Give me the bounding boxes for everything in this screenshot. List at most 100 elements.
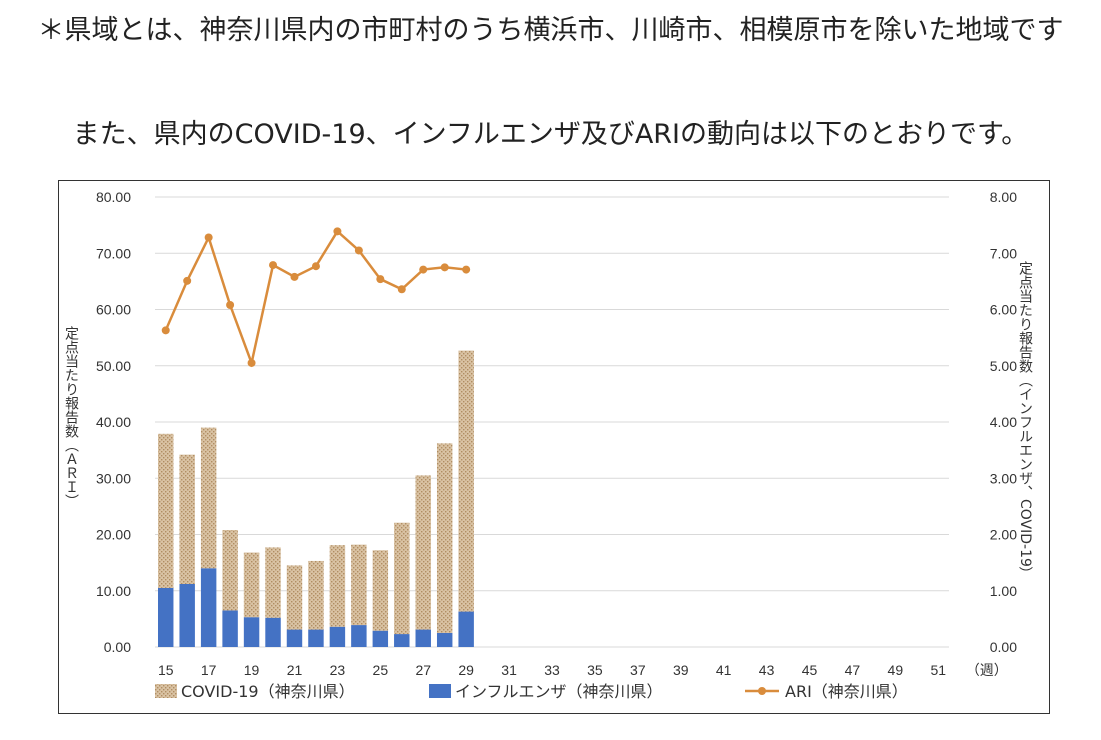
flu-bar	[265, 617, 281, 647]
x-tick-label: 33	[544, 662, 560, 678]
left-tick-label: 50.00	[96, 358, 131, 374]
ari-point	[183, 276, 192, 285]
covid-bar	[436, 443, 453, 633]
flu-bar	[179, 584, 195, 647]
left-axis-title: 定点当たり報告数（ＡＲＩ）	[63, 326, 79, 508]
covid-bar	[351, 544, 367, 626]
x-tick-label: 31	[501, 662, 517, 678]
intro-text: また、県内のCOVID-19、インフルエンザ及びARIの動向は以下のとおりです。	[72, 119, 1029, 150]
ari-point	[376, 275, 385, 284]
legend-flu-swatch	[429, 684, 451, 698]
flu-bar	[329, 626, 346, 647]
x-axis-ticks: 15 17 19 21 23 25 27 29 31 33 35 37 39 41 43 45 47 49 51 （週…	[158, 662, 1008, 678]
x-tick-label: 25	[373, 662, 389, 678]
flu-bar	[286, 629, 303, 647]
flu-bar	[372, 630, 389, 647]
right-tick-label: 8.00	[990, 189, 1017, 205]
chart-svg: 0.00 10.00 20.00 30.00 40.00 50.00 60.00 70.00 8…	[63, 189, 1033, 701]
x-tick-label: 45	[802, 662, 818, 678]
left-tick-label: 10.00	[96, 583, 131, 599]
covid-bar	[200, 427, 217, 569]
ari-point	[161, 326, 170, 335]
x-tick-label: 21	[287, 662, 303, 678]
ari-point	[462, 265, 471, 274]
trend-chart: 0.00 10.00 20.00 30.00 40.00 50.00 60.00 70.00 8…	[58, 180, 1050, 714]
legend-ari-marker	[758, 687, 766, 695]
x-tick-label: 27	[415, 662, 431, 678]
right-axis-title: 定点当たり報告数（インフルエンザ、COVID-19）	[1017, 261, 1033, 581]
covid-bar	[179, 454, 195, 584]
left-tick-label: 30.00	[96, 470, 131, 486]
covid-bar	[394, 522, 410, 635]
left-tick-label: 0.00	[104, 639, 131, 655]
left-tick-label: 40.00	[96, 414, 131, 430]
regional-note: ＊県域とは、神奈川県内の市町村のうち横浜市、川崎市、相模原市を除いた地域です	[37, 15, 1064, 46]
ari-point	[397, 285, 406, 294]
legend-flu-label: インフルエンザ（神奈川県）	[455, 682, 663, 701]
x-tick-label: 41	[716, 662, 732, 678]
covid-bar	[415, 475, 431, 630]
x-tick-label: 37	[630, 662, 646, 678]
bars	[158, 350, 474, 647]
x-tick-label: 35	[587, 662, 603, 678]
ari-point	[226, 301, 235, 309]
flu-bar	[158, 587, 174, 647]
right-axis-ticks: 0.00 1.00 2.00 3.00 4.00 5.00 6.00 7.00 8.00	[990, 189, 1017, 655]
left-axis-ticks: 0.00 10.00 20.00 30.00 40.00 50.00 60.00 70.00 8…	[96, 189, 131, 655]
x-tick-label: 43	[759, 662, 775, 678]
flu-bar	[243, 617, 260, 647]
covid-bar	[308, 560, 324, 630]
x-tick-label: 51	[930, 662, 946, 678]
flu-bar	[308, 629, 324, 647]
x-tick-label: 15	[158, 662, 174, 678]
covid-bar	[158, 433, 174, 588]
covid-bar	[222, 530, 238, 611]
ari-point	[333, 227, 342, 236]
ari-line	[164, 229, 467, 368]
right-tick-label: 2.00	[990, 527, 1017, 543]
x-tick-label: 49	[888, 662, 904, 678]
x-tick-label: 47	[845, 662, 861, 678]
ari-point	[419, 265, 428, 274]
left-tick-label: 20.00	[96, 527, 131, 543]
x-axis-unit-label: （週）	[966, 662, 1008, 678]
ari-line-series	[161, 227, 471, 368]
covid-bar	[372, 550, 389, 631]
left-tick-label: 60.00	[96, 302, 131, 318]
legend: COVID-19（神奈川県） インフルエンザ（神奈川県） ARI（神奈川県）	[155, 682, 908, 701]
covid-bar	[458, 350, 474, 612]
ari-point	[354, 246, 363, 255]
ari-point	[269, 261, 278, 270]
covid-bar	[243, 552, 260, 618]
right-tick-label: 1.00	[990, 583, 1017, 599]
legend-covid-label: COVID-19（神奈川県）	[181, 682, 355, 701]
right-tick-label: 4.00	[990, 414, 1017, 430]
legend-ari-label: ARI（神奈川県）	[785, 682, 908, 701]
right-tick-label: 3.00	[990, 470, 1017, 486]
right-tick-label: 7.00	[990, 245, 1017, 261]
covid-bar	[286, 565, 303, 630]
x-tick-label: 17	[201, 662, 217, 678]
legend-covid-swatch	[155, 684, 177, 698]
ari-point	[247, 358, 256, 367]
flu-bar	[436, 632, 453, 647]
right-tick-label: 5.00	[990, 358, 1017, 374]
x-tick-label: 23	[330, 662, 346, 678]
flu-bar	[458, 611, 474, 647]
flu-bar	[394, 634, 410, 647]
ari-point	[311, 262, 320, 271]
right-tick-label: 6.00	[990, 302, 1017, 318]
left-tick-label: 80.00	[96, 189, 131, 205]
covid-bar	[265, 547, 281, 618]
flu-bar	[415, 629, 431, 647]
x-tick-label: 29	[458, 662, 474, 678]
left-tick-label: 70.00	[96, 245, 131, 261]
covid-bar	[329, 545, 346, 627]
right-tick-label: 0.00	[990, 639, 1017, 655]
x-tick-label: 39	[673, 662, 689, 678]
ari-point	[204, 233, 213, 242]
flu-bar	[222, 610, 238, 647]
ari-point	[290, 272, 299, 281]
x-tick-label: 19	[244, 662, 260, 678]
flu-bar	[200, 568, 217, 647]
